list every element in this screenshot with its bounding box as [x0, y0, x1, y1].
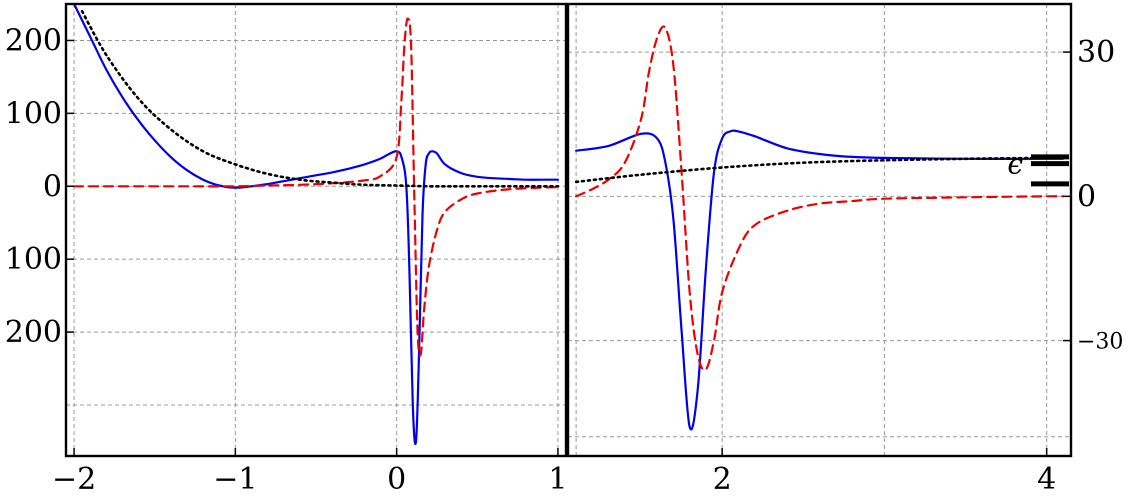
x-tick-label: −2	[52, 462, 96, 497]
series-line-solid	[73, 4, 559, 445]
x-tick-label: 0	[387, 462, 406, 497]
y-tick-label: 100	[5, 96, 62, 131]
y-tick-label: −30	[1077, 330, 1123, 355]
y-tick-label: 0	[43, 169, 62, 204]
series-line-dashed	[575, 25, 1064, 372]
series-line-dotted	[574, 156, 1065, 184]
grid	[66, 4, 1071, 456]
x-tick-label: 1	[548, 462, 567, 497]
x-tick-label: −1	[213, 462, 257, 497]
y-tick-label: 100	[5, 242, 62, 277]
series-line-dotted	[80, 10, 560, 188]
tick-layer: −2 −1 0 1 200 100 0 100 200 2 4 30 0 −30	[5, 23, 1124, 497]
plot-frame	[566, 2, 1073, 458]
frame	[64, 2, 1073, 458]
series-layer	[73, 4, 1065, 445]
x-tick-label: 4	[1037, 462, 1056, 497]
y-tick-label: 200	[5, 23, 62, 58]
y-tick-label: 30	[1077, 35, 1115, 70]
marker-layer: ϵ	[1007, 148, 1069, 187]
x-tick-label: 2	[713, 462, 732, 497]
series-line-dashed	[73, 17, 559, 357]
y-tick-label: 0	[1077, 179, 1096, 214]
level-marker-label: ϵ	[1007, 148, 1023, 181]
plot-frame	[64, 2, 568, 458]
series-line-solid	[575, 129, 1064, 431]
y-tick-label: 200	[5, 315, 62, 350]
